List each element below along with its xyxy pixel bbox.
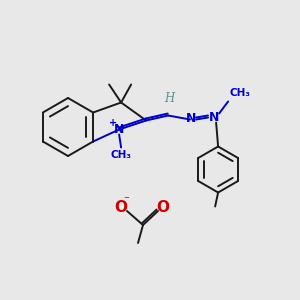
Text: O: O — [115, 200, 128, 214]
Text: N: N — [186, 112, 196, 125]
Text: +: + — [109, 118, 117, 128]
Text: CH₃: CH₃ — [111, 151, 132, 160]
Text: N: N — [209, 111, 219, 124]
Text: O: O — [157, 200, 169, 214]
Text: H: H — [164, 92, 174, 106]
Text: ⁻: ⁻ — [123, 195, 129, 205]
Text: N: N — [114, 123, 124, 136]
Text: CH₃: CH₃ — [229, 88, 250, 98]
